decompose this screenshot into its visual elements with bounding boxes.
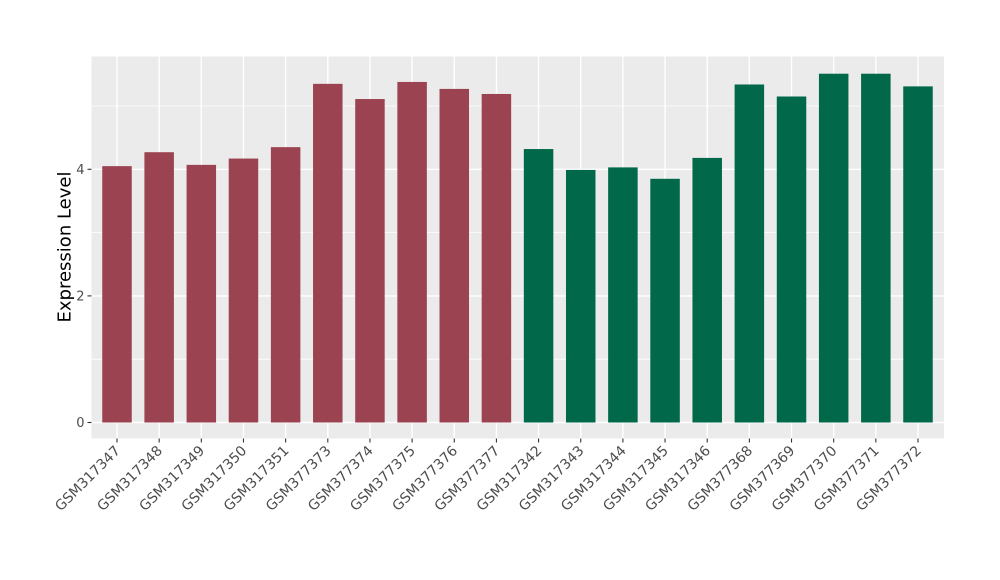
bar-GSM317350 (228, 158, 259, 423)
bar-GSM317345 (650, 178, 680, 423)
plot-panel (91, 56, 944, 439)
bar-GSM377371 (861, 73, 891, 423)
bar-GSM377377 (481, 93, 512, 423)
bar-GSM317342 (523, 149, 554, 423)
y-axis-title: Expression Level (54, 171, 76, 323)
bar-GSM377372 (903, 86, 933, 423)
bar-GSM377369 (776, 96, 807, 423)
bar-GSM377375 (397, 81, 427, 423)
bar-GSM377370 (818, 73, 849, 423)
bar-GSM317346 (692, 157, 722, 423)
bar-GSM377368 (734, 84, 765, 423)
bar-GSM317351 (270, 147, 301, 423)
bar-GSM317348 (144, 152, 174, 423)
bar-GSM317343 (565, 169, 596, 423)
bar-GSM317349 (186, 164, 217, 423)
bar-GSM377374 (355, 99, 385, 423)
bar-GSM317347 (102, 166, 132, 423)
y-tick-label-0: 0 (76, 416, 84, 431)
y-tick-label-4: 4 (76, 163, 84, 178)
bar-GSM377376 (439, 88, 470, 423)
bar-GSM317344 (608, 167, 638, 423)
y-tick-label-2: 2 (76, 289, 84, 304)
bar-GSM377373 (313, 83, 343, 423)
